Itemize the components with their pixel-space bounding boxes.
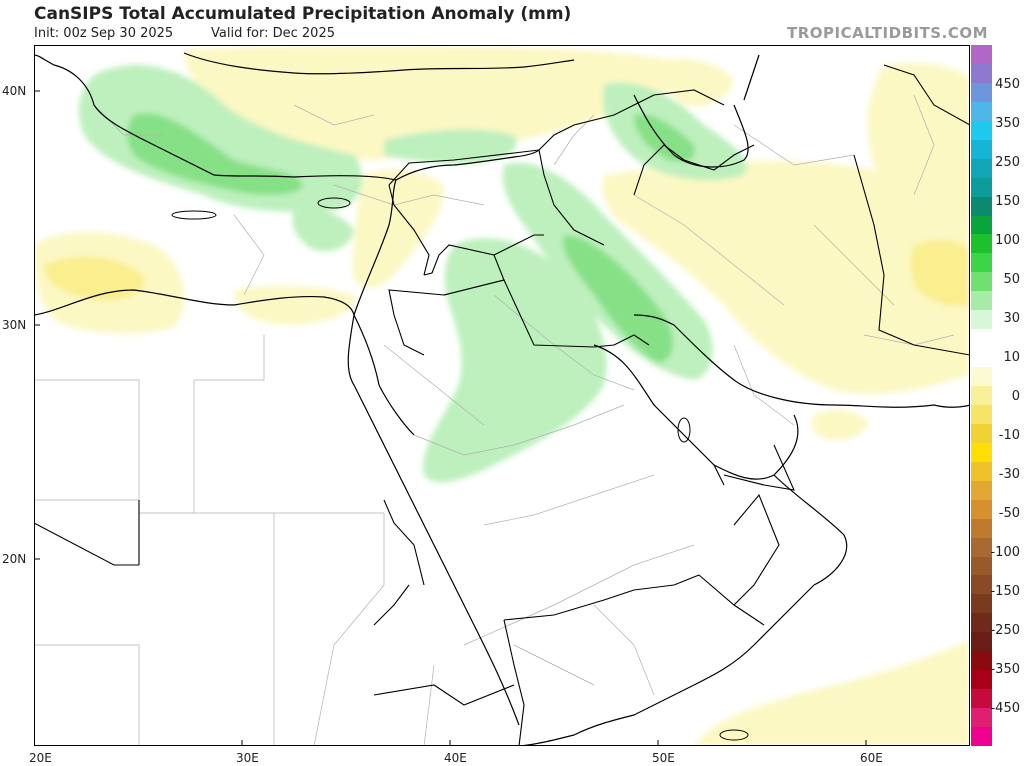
country-borders bbox=[34, 94, 955, 746]
colorbar-swatch bbox=[971, 329, 992, 349]
colorbar-label: 350 bbox=[995, 116, 1020, 131]
lon-label-40e: 40E bbox=[444, 751, 467, 765]
colorbar-swatch bbox=[971, 518, 992, 539]
lon-label-30e: 30E bbox=[236, 751, 259, 765]
lon-label-50e: 50E bbox=[652, 751, 675, 765]
colorbar-swatch bbox=[971, 461, 992, 482]
colorbar-swatch bbox=[971, 215, 992, 235]
colorbar-label: -100 bbox=[990, 545, 1020, 560]
colorbar-label: 450 bbox=[995, 77, 1020, 92]
colorbar-label: 10 bbox=[1003, 350, 1020, 365]
colorbar-swatch bbox=[971, 575, 992, 595]
colorbar-label: 50 bbox=[1003, 272, 1020, 287]
watermark: TROPICALTIDBITS.COM bbox=[787, 24, 988, 42]
colorbar-swatch bbox=[971, 139, 992, 160]
political-borders bbox=[34, 64, 970, 746]
colorbar-swatch bbox=[971, 442, 992, 463]
colorbar-swatch bbox=[971, 480, 992, 501]
dry-anomaly-egypt-coast bbox=[234, 285, 355, 325]
wet-anomaly-aegean-core bbox=[127, 113, 304, 195]
colorbar-swatch bbox=[971, 423, 992, 444]
dry-anomaly-pakistan bbox=[910, 239, 970, 307]
colorbar-swatch bbox=[971, 291, 992, 311]
valid-time: Valid for: Dec 2025 bbox=[211, 26, 335, 41]
colorbar-swatch bbox=[971, 367, 992, 387]
colorbar-label: -450 bbox=[990, 701, 1020, 716]
colorbar-swatch bbox=[971, 727, 992, 747]
lon-label-20e: 20E bbox=[29, 751, 52, 765]
dry-anomaly-levant bbox=[352, 169, 445, 288]
map-frame bbox=[34, 45, 970, 746]
colorbar-swatch bbox=[971, 613, 992, 633]
wet-anomaly-arabia bbox=[423, 238, 607, 483]
lat-label-30n: 30N bbox=[2, 318, 27, 332]
dry-anomaly-balkans bbox=[184, 45, 694, 161]
map-title: CanSIPS Total Accumulated Precipitation … bbox=[34, 4, 572, 24]
colorbar-label: -30 bbox=[998, 467, 1020, 482]
colorbar-swatch bbox=[971, 404, 992, 425]
colorbar-label: 250 bbox=[995, 155, 1020, 170]
dry-anomaly-iran-northeast bbox=[867, 63, 970, 199]
colorbar-swatch bbox=[971, 177, 992, 198]
dry-anomaly-gulf bbox=[811, 409, 869, 441]
colorbar-swatch bbox=[971, 556, 992, 576]
wet-anomaly-aegean bbox=[78, 65, 363, 212]
wet-anomaly-caucasus-core bbox=[634, 114, 695, 162]
wet-anomaly-iraq-core bbox=[563, 235, 674, 363]
colorbar-swatch bbox=[971, 594, 992, 614]
colorbar-swatch bbox=[971, 234, 992, 254]
lat-label-20n: 20N bbox=[2, 552, 27, 566]
anomaly-shading bbox=[34, 45, 970, 746]
colorbar-label: -250 bbox=[990, 623, 1020, 638]
colorbar-label: -350 bbox=[990, 662, 1020, 677]
colorbar-swatch bbox=[971, 386, 992, 406]
wet-anomaly-anatolia bbox=[384, 129, 517, 164]
colorbar-label: 150 bbox=[995, 194, 1020, 209]
colorbar-swatch bbox=[971, 158, 992, 179]
colorbar-swatch bbox=[971, 632, 992, 652]
colorbar-swatch bbox=[971, 82, 992, 103]
init-time: Init: 00z Sep 30 2025 bbox=[34, 26, 174, 41]
dry-anomaly-caspian-west bbox=[663, 58, 734, 107]
colorbar-label: -50 bbox=[998, 506, 1020, 521]
lon-label-60e: 60E bbox=[860, 751, 883, 765]
colorbar-swatch bbox=[971, 120, 992, 141]
colorbar-label: -10 bbox=[998, 428, 1020, 443]
coastlines bbox=[34, 52, 970, 746]
colorbar-swatch bbox=[971, 253, 992, 273]
dry-anomaly-arabian-sea bbox=[694, 640, 970, 746]
precipitation-map bbox=[34, 45, 970, 746]
colorbar-swatch bbox=[971, 670, 992, 690]
dry-anomaly-iran bbox=[602, 160, 970, 395]
colorbar-swatch bbox=[971, 499, 992, 520]
colorbar-swatch bbox=[971, 63, 992, 84]
colorbar-swatch bbox=[971, 651, 992, 671]
colorbar-swatch bbox=[971, 272, 992, 292]
colorbar-label: 100 bbox=[995, 233, 1020, 248]
colorbar-swatch bbox=[971, 101, 992, 122]
colorbar-swatch bbox=[971, 708, 992, 728]
colorbar-label: -150 bbox=[990, 584, 1020, 599]
colorbar-swatch bbox=[971, 689, 992, 709]
colorbar-label: 0 bbox=[1011, 389, 1020, 404]
colorbar-swatch bbox=[971, 310, 992, 330]
colorbar-swatch bbox=[971, 537, 992, 558]
lat-label-40n: 40N bbox=[2, 84, 27, 98]
wet-anomaly-cyprus bbox=[292, 208, 354, 252]
colorbar-swatch bbox=[971, 348, 992, 368]
colorbar-swatch bbox=[971, 45, 992, 65]
islands bbox=[171, 197, 749, 741]
colorbar-label: 30 bbox=[1003, 311, 1020, 326]
dry-anomaly-libya-core bbox=[44, 256, 145, 301]
colorbar-swatch bbox=[971, 196, 992, 216]
